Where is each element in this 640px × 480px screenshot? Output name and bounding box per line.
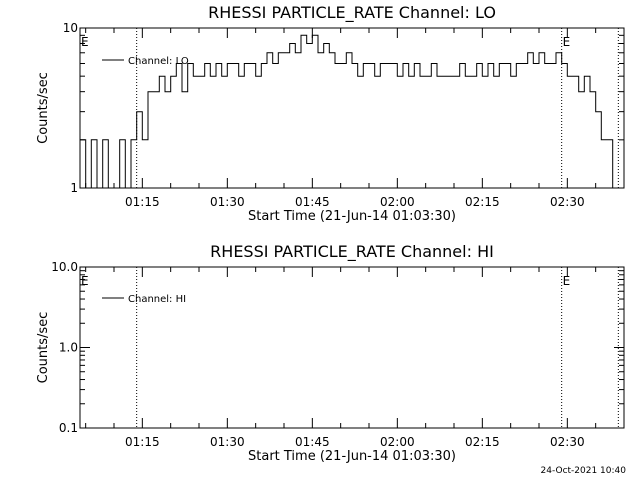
event-marker: E bbox=[81, 35, 89, 49]
plot-frame bbox=[79, 266, 625, 429]
x-tick-label: 02:30 bbox=[550, 435, 585, 449]
x-tick-label: 02:00 bbox=[380, 435, 415, 449]
x-tick-label: 01:30 bbox=[210, 435, 245, 449]
event-marker: E bbox=[563, 35, 571, 49]
chart-title: RHESSI PARTICLE_RATE Channel: LO bbox=[208, 3, 496, 23]
y-tick-label: 0.1 bbox=[59, 421, 78, 435]
y-tick-label: 10.0 bbox=[51, 260, 78, 274]
x-tick-label: 02:30 bbox=[550, 195, 585, 209]
event-marker: E bbox=[563, 274, 571, 288]
y-tick-label: 10 bbox=[63, 21, 78, 35]
y-tick-label: 1.0 bbox=[59, 341, 78, 355]
panel-channel-lo: RHESSI PARTICLE_RATE Channel: LO 1 10 01:15… bbox=[36, 3, 625, 224]
x-tick-label: 02:00 bbox=[380, 195, 415, 209]
x-tick-label: 01:15 bbox=[125, 435, 160, 449]
event-marker: E bbox=[81, 274, 89, 288]
x-tick-label: 01:15 bbox=[125, 195, 160, 209]
x-tick-label: 01:45 bbox=[295, 195, 330, 209]
x-axis-label: Start Time (21-Jun-14 01:03:30) bbox=[248, 209, 456, 224]
panel-channel-hi: RHESSI PARTICLE_RATE Channel: HI 0.1 1.0 10… bbox=[36, 242, 625, 464]
x-tick-label: 02:15 bbox=[465, 195, 500, 209]
chart-title: RHESSI PARTICLE_RATE Channel: HI bbox=[210, 242, 494, 262]
plot-frame bbox=[79, 27, 625, 189]
x-tick-label: 02:15 bbox=[465, 435, 500, 449]
x-axis-label: Start Time (21-Jun-14 01:03:30) bbox=[248, 449, 456, 464]
x-tick-label: 01:30 bbox=[210, 195, 245, 209]
legend-label: Channel: HI bbox=[128, 294, 186, 305]
y-axis-label: Counts/sec bbox=[36, 312, 51, 384]
y-tick-label: 1 bbox=[70, 181, 78, 195]
y-axis-label: Counts/sec bbox=[36, 72, 51, 144]
legend-label: Channel: LO bbox=[128, 56, 189, 67]
series-line bbox=[80, 34, 624, 189]
x-tick-label: 01:45 bbox=[295, 435, 330, 449]
footer-timestamp: 24-Oct-2021 10:40 bbox=[541, 466, 627, 476]
